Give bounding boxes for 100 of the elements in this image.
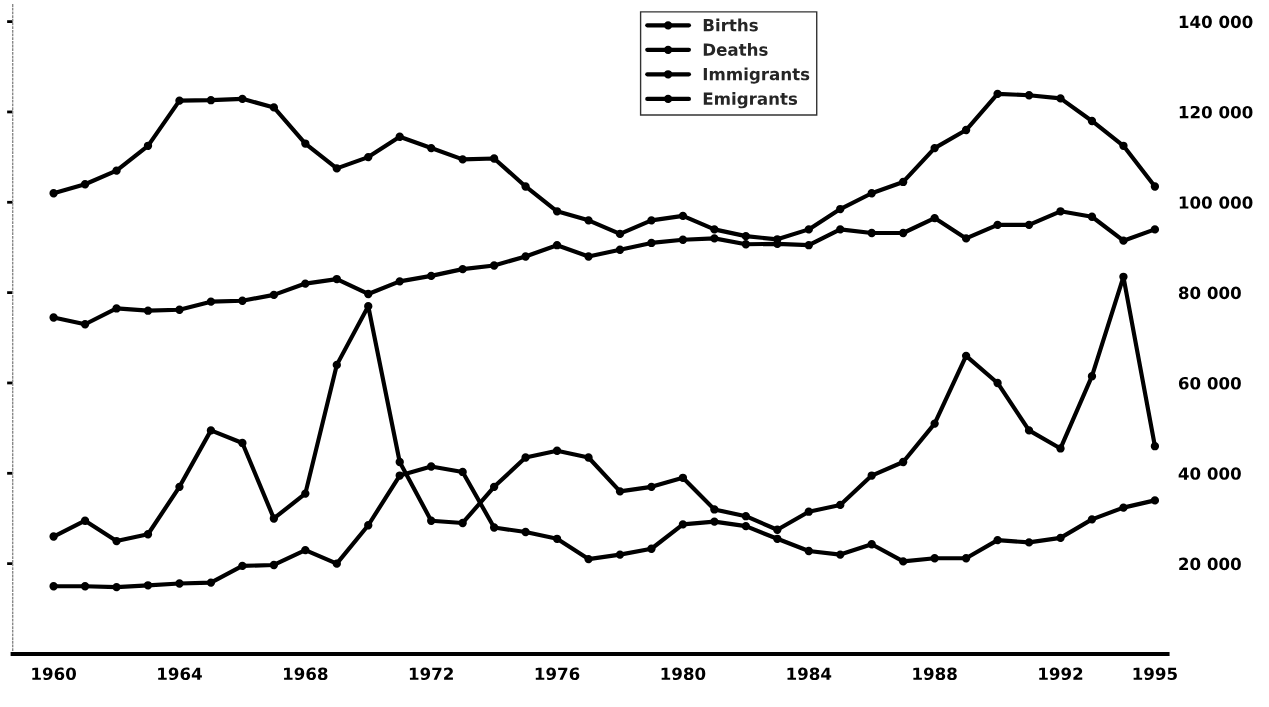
- point: [80, 582, 90, 591]
- x-tick-label: 1972: [409, 667, 453, 681]
- point: [615, 229, 625, 239]
- point: [332, 360, 341, 370]
- point: [332, 164, 341, 173]
- point: [552, 446, 562, 455]
- point: [993, 535, 1002, 545]
- point: [615, 487, 625, 496]
- point: [867, 540, 876, 549]
- point: [773, 534, 782, 543]
- point: [773, 525, 782, 534]
- point: [332, 559, 341, 568]
- point: [678, 235, 688, 244]
- point: [1056, 444, 1065, 453]
- x-tick-label: 1980: [661, 667, 706, 681]
- x-tick-label: 1960: [32, 667, 76, 681]
- point: [710, 505, 719, 514]
- point: [332, 274, 341, 284]
- point: [80, 320, 90, 329]
- point: [836, 550, 845, 559]
- point: [710, 225, 719, 234]
- point: [552, 241, 562, 250]
- point: [364, 521, 373, 530]
- point: [49, 582, 58, 591]
- point: [647, 216, 656, 225]
- point: [301, 139, 310, 148]
- point: [364, 152, 373, 162]
- y-tick-label: 140 000: [1179, 15, 1253, 29]
- point: [175, 579, 184, 588]
- point: [206, 297, 216, 306]
- point: [269, 290, 279, 300]
- point: [804, 546, 813, 556]
- point: [615, 245, 625, 254]
- point: [1087, 515, 1097, 524]
- point: [175, 96, 184, 105]
- point: [804, 507, 813, 516]
- point: [143, 141, 153, 150]
- y-tick-label: 80 000: [1178, 286, 1241, 300]
- point: [521, 527, 530, 537]
- x-tick-label: 1988: [913, 667, 957, 681]
- point: [112, 582, 121, 592]
- point: [584, 252, 593, 261]
- point: [710, 517, 719, 526]
- point: [395, 277, 404, 286]
- point: [930, 213, 939, 223]
- x-tick-label: 1976: [535, 667, 580, 681]
- point: [395, 471, 404, 480]
- point: [1119, 141, 1128, 150]
- point: [238, 438, 247, 448]
- point: [269, 560, 279, 570]
- point: [993, 378, 1002, 388]
- point: [112, 166, 121, 175]
- point: [584, 216, 593, 225]
- point: [930, 419, 939, 428]
- point: [1150, 496, 1160, 505]
- y-tick-label: 120 000: [1179, 105, 1253, 119]
- point: [1119, 272, 1128, 281]
- point: [143, 530, 153, 539]
- point: [1119, 236, 1128, 245]
- point: [741, 240, 751, 249]
- x-tick-label: 1992: [1039, 667, 1083, 681]
- point: [80, 180, 90, 189]
- point: [867, 471, 876, 480]
- point: [867, 228, 876, 238]
- point: [1087, 372, 1097, 381]
- point: [993, 89, 1002, 99]
- x-tick-label: 1964: [158, 667, 202, 681]
- point: [427, 516, 436, 525]
- point: [836, 500, 845, 510]
- x-tick-label: 1984: [787, 667, 832, 681]
- point: [930, 554, 939, 563]
- point: [899, 177, 908, 187]
- point: [584, 554, 593, 564]
- point: [1056, 207, 1065, 216]
- point: [1056, 94, 1065, 103]
- point: [678, 211, 688, 220]
- point: [521, 252, 530, 261]
- point: [867, 189, 876, 198]
- legend-label: Births: [703, 18, 758, 32]
- point: [521, 182, 530, 191]
- point: [395, 132, 404, 141]
- point: [175, 305, 184, 314]
- point: [489, 523, 499, 532]
- point: [458, 467, 467, 477]
- point: [647, 238, 656, 248]
- point: [427, 462, 436, 471]
- point: [930, 143, 939, 153]
- point: [961, 351, 971, 361]
- point: [1024, 220, 1034, 230]
- point: [175, 482, 184, 492]
- point: [836, 225, 845, 234]
- point: [1024, 91, 1034, 100]
- legend-label: Emigrants: [703, 92, 798, 109]
- point: [112, 536, 121, 546]
- point: [301, 545, 310, 555]
- point: [238, 561, 247, 571]
- point: [238, 296, 247, 305]
- y-tick-label: 20 000: [1179, 557, 1241, 571]
- point: [427, 271, 436, 281]
- point: [899, 457, 908, 467]
